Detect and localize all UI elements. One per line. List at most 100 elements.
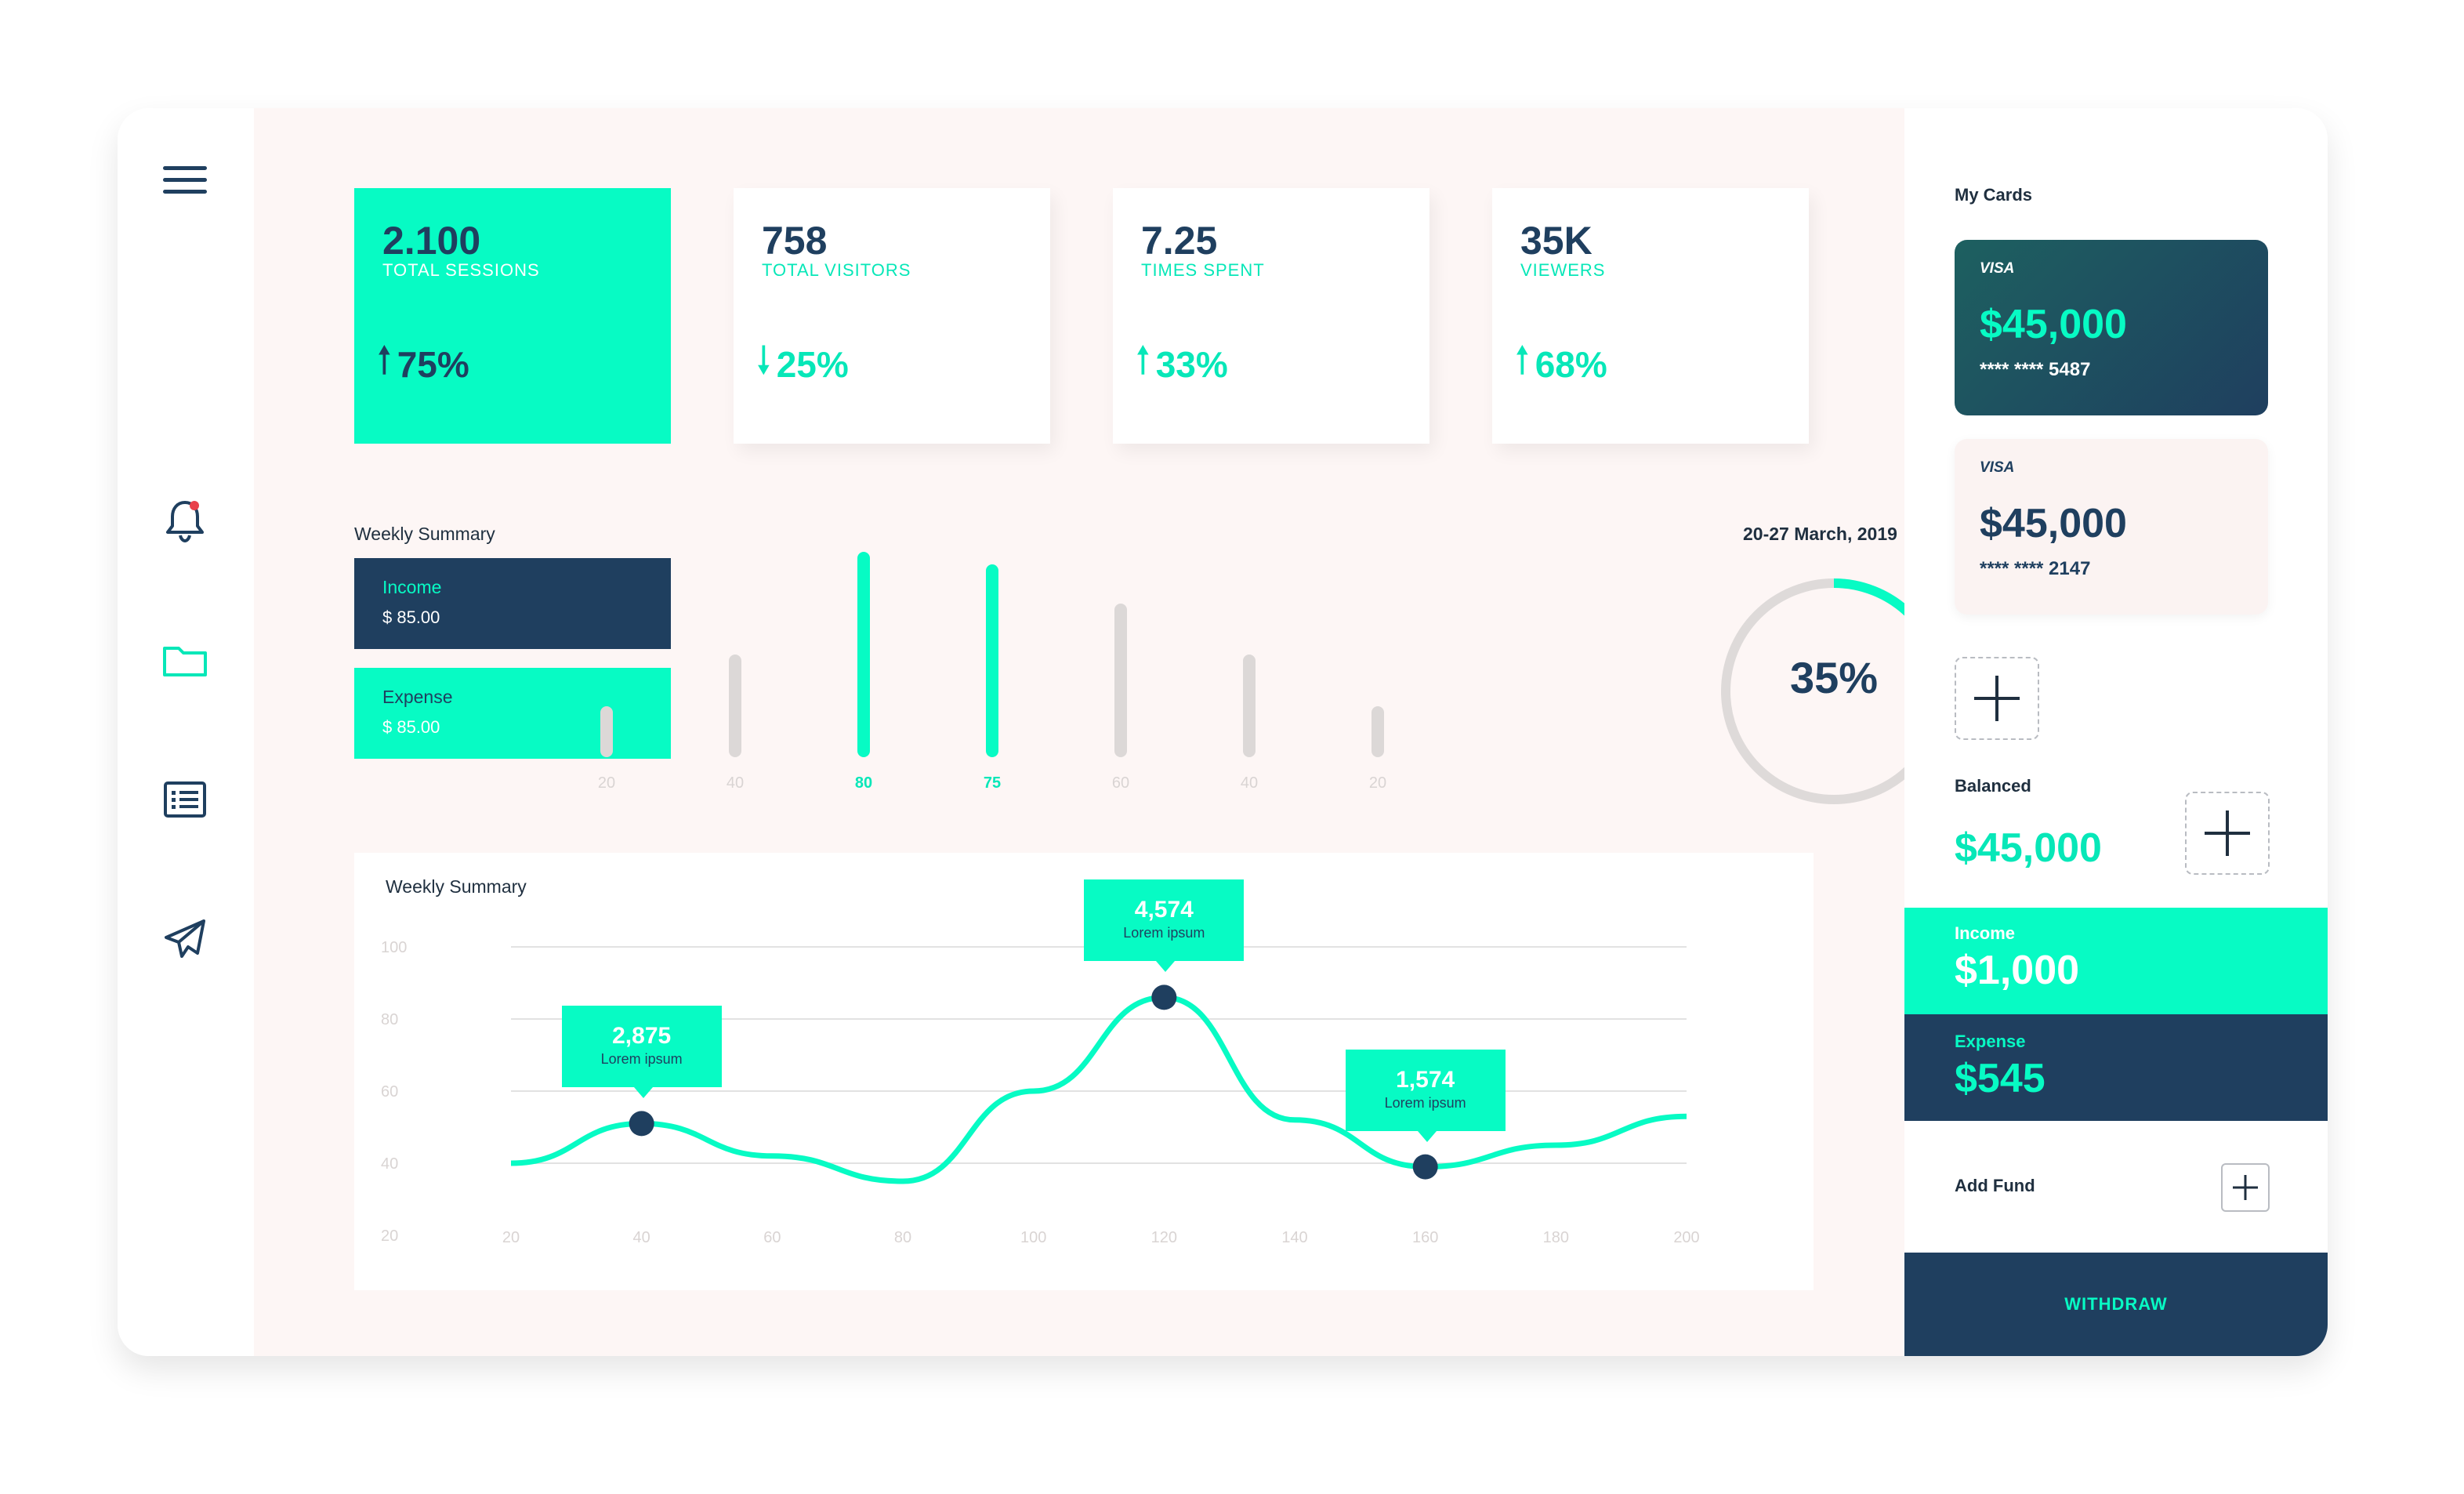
income-value: $1,000 — [1955, 948, 2080, 993]
expense-summary[interactable]: Expense $ 85.00 — [354, 668, 671, 759]
bar — [857, 552, 870, 757]
add-fund-button[interactable] — [2221, 1163, 2270, 1212]
list-icon — [164, 781, 206, 818]
stat-change-value: 68% — [1535, 344, 1607, 385]
menu-button[interactable] — [154, 149, 216, 212]
tooltip-sub: Lorem ipsum — [1384, 1094, 1466, 1111]
tooltip-sub: Lorem ipsum — [600, 1051, 683, 1068]
bar-label: 20 — [597, 774, 616, 792]
x-tick-label: 120 — [1151, 1229, 1177, 1246]
card-number: **** **** 2147 — [1980, 558, 2091, 579]
folder-button[interactable] — [154, 629, 216, 691]
chart-tooltip: 2,875 Lorem ipsum — [561, 1006, 722, 1099]
x-tick-label: 80 — [894, 1229, 911, 1246]
x-tick-label: 200 — [1673, 1229, 1699, 1246]
arrow-up-icon: 🠑 — [1516, 339, 1529, 380]
stat-change-value: 75% — [397, 344, 469, 385]
donut-label: 35% — [1789, 653, 1879, 702]
plus-icon — [2233, 1175, 2258, 1200]
expense-panel: Expense $545 — [1904, 1014, 2328, 1121]
dashboard-window: 2.100 TOTAL SESSIONS 🠑 75% 758 TOTAL VIS… — [118, 108, 2328, 1356]
stat-change: 🠑 68% — [1516, 334, 1607, 395]
stat-change: 🠓 25% — [757, 334, 849, 395]
y-tick-label: 80 — [381, 1011, 398, 1028]
x-tick-label: 40 — [633, 1229, 650, 1246]
stat-change-value: 33% — [1155, 344, 1228, 385]
data-point[interactable] — [629, 1111, 654, 1137]
stat-card-viewers[interactable]: 35K VIEWERS 🠑 68% — [1492, 188, 1809, 444]
plus-icon — [2205, 810, 2250, 856]
expense-value: $545 — [1955, 1056, 2045, 1101]
bar — [1243, 655, 1256, 757]
tooltip-value: 2,875 — [612, 1023, 672, 1050]
card-brand: VISA — [1980, 459, 2015, 476]
card-amount: $45,000 — [1980, 302, 2127, 347]
folder-icon — [163, 647, 207, 676]
bar-label: 20 — [1368, 774, 1387, 792]
x-tick-label: 160 — [1412, 1229, 1438, 1246]
y-tick-label: 40 — [381, 1155, 398, 1173]
weekly-summary-title: Weekly Summary — [354, 524, 495, 544]
expense-label: Expense — [382, 687, 453, 707]
x-tick-label: 60 — [763, 1229, 781, 1246]
my-cards-title: My Cards — [1955, 185, 2033, 205]
notifications-button[interactable] — [154, 489, 216, 552]
stat-label: VIEWERS — [1520, 260, 1606, 280]
x-tick-label: 20 — [502, 1229, 520, 1246]
y-tick-label: 60 — [381, 1083, 398, 1101]
bar-label: 40 — [726, 774, 745, 792]
send-button[interactable] — [154, 908, 216, 970]
arrow-down-icon: 🠓 — [757, 339, 770, 380]
date-range: 20-27 March, 2019 — [1743, 524, 1897, 544]
main-panel: 2.100 TOTAL SESSIONS 🠑 75% 758 TOTAL VIS… — [254, 108, 1947, 1356]
income-summary[interactable]: Income $ 85.00 — [354, 558, 671, 649]
right-panel: My Cards VISA $45,000 **** **** 5487 VIS… — [1904, 108, 2328, 1356]
expense-label: Expense — [1955, 1032, 2026, 1051]
add-card-button[interactable] — [1955, 657, 2039, 740]
chart-tooltip: 1,574 Lorem ipsum — [1345, 1049, 1506, 1142]
stat-change-value: 25% — [776, 344, 849, 385]
stat-card-sessions[interactable]: 2.100 TOTAL SESSIONS 🠑 75% — [354, 188, 671, 444]
bell-icon — [166, 501, 204, 543]
withdraw-button[interactable]: WITHDRAW — [1904, 1253, 2328, 1356]
stat-card-time[interactable]: 7.25 TIMES SPENT 🠑 33% — [1113, 188, 1429, 444]
data-point[interactable] — [1412, 1154, 1438, 1180]
data-point[interactable] — [1151, 985, 1177, 1010]
card-amount: $45,000 — [1980, 501, 2127, 546]
bar-label: 75 — [983, 774, 1002, 792]
income-value: $ 85.00 — [382, 607, 440, 627]
bar-label: 60 — [1111, 774, 1130, 792]
sidebar — [118, 108, 254, 1356]
stat-change: 🠑 33% — [1136, 334, 1228, 395]
stat-value: 35K — [1520, 219, 1593, 263]
stat-label: TIMES SPENT — [1141, 260, 1265, 280]
income-label: Income — [1955, 923, 2016, 943]
menu-icon — [163, 166, 207, 194]
bar-label: 40 — [1240, 774, 1259, 792]
bar — [729, 655, 741, 757]
bar — [986, 564, 998, 757]
tooltip-value: 4,574 — [1134, 897, 1194, 923]
card-brand: VISA — [1980, 260, 2015, 277]
stat-card-visitors[interactable]: 758 TOTAL VISITORS 🠓 25% — [734, 188, 1050, 444]
add-balance-button[interactable] — [2185, 792, 2270, 875]
plus-icon — [1974, 676, 2020, 721]
visa-card-secondary[interactable]: VISA $45,000 **** **** 2147 — [1955, 439, 2268, 615]
balanced-value: $45,000 — [1955, 825, 2102, 871]
stat-label: TOTAL SESSIONS — [382, 260, 540, 280]
bar-label: 80 — [854, 774, 873, 792]
income-label: Income — [382, 577, 442, 597]
series-line — [510, 994, 1687, 1184]
card-number: **** **** 5487 — [1980, 359, 2091, 380]
stat-value: 2.100 — [382, 219, 481, 263]
line-chart-title: Weekly Summary — [386, 876, 527, 897]
stat-value: 758 — [762, 219, 828, 263]
visa-card-primary[interactable]: VISA $45,000 **** **** 5487 — [1955, 240, 2268, 415]
bar — [1372, 705, 1384, 757]
send-icon — [165, 919, 205, 958]
balanced-label: Balanced — [1955, 776, 2031, 796]
x-tick-label: 180 — [1543, 1229, 1569, 1246]
list-button[interactable] — [154, 768, 216, 831]
expense-value: $ 85.00 — [382, 717, 440, 737]
tooltip-sub: Lorem ipsum — [1123, 925, 1205, 941]
